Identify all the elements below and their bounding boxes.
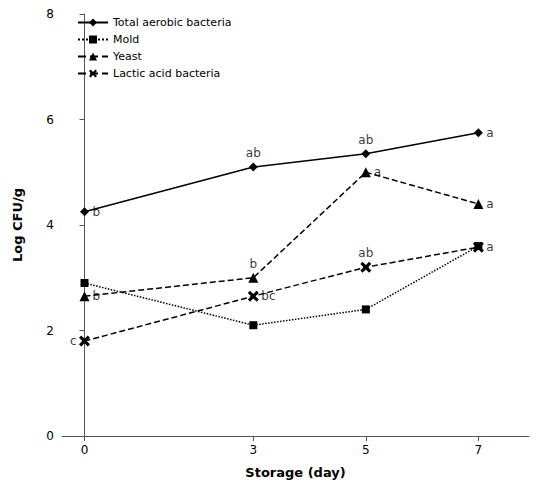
svg-text:5: 5 [362, 443, 370, 457]
svg-text:0: 0 [46, 429, 54, 443]
svg-text:bc: bc [261, 289, 275, 303]
svg-text:Mold: Mold [113, 33, 139, 46]
svg-text:ab: ab [358, 133, 373, 147]
svg-text:c: c [70, 334, 77, 348]
svg-text:4: 4 [46, 218, 54, 232]
svg-text:a: a [486, 126, 493, 140]
svg-text:ab: ab [246, 146, 261, 160]
svg-text:a: a [486, 197, 493, 211]
svg-text:Log CFU/g: Log CFU/g [10, 188, 25, 262]
svg-text:3: 3 [249, 443, 257, 457]
svg-text:Storage (day): Storage (day) [245, 465, 345, 480]
svg-text:b: b [93, 205, 101, 219]
svg-text:7: 7 [475, 443, 483, 457]
svg-text:b: b [249, 257, 257, 271]
svg-text:8: 8 [46, 7, 54, 21]
svg-text:Lactic acid bacteria: Lactic acid bacteria [113, 67, 220, 80]
svg-text:a: a [486, 240, 493, 254]
svg-text:Yeast: Yeast [112, 50, 142, 63]
svg-text:ab: ab [358, 246, 373, 260]
svg-text:a: a [374, 165, 381, 179]
svg-text:0: 0 [81, 443, 89, 457]
svg-text:Total aerobic bacteria: Total aerobic bacteria [112, 16, 231, 29]
svg-text:6: 6 [46, 113, 54, 127]
svg-text:2: 2 [46, 324, 54, 338]
svg-text:b: b [93, 289, 101, 303]
